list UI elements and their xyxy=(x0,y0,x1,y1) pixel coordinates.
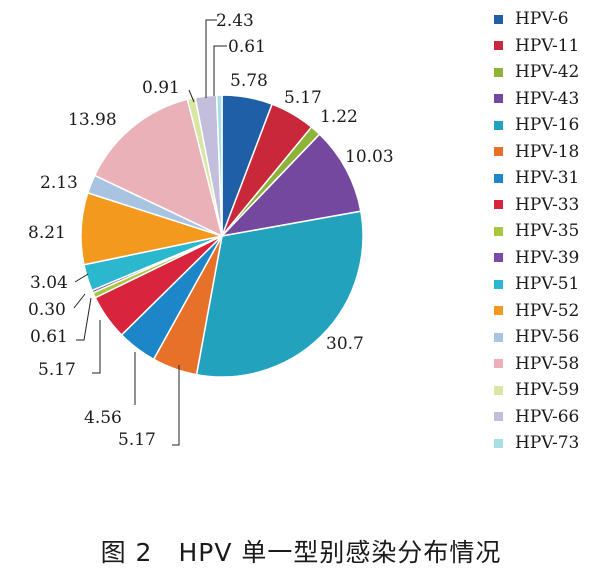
data-label-hpv-11: 5.17 xyxy=(284,88,322,108)
legend-label: HPV-51 xyxy=(515,274,580,295)
data-label-hpv-66: 2.43 xyxy=(216,11,254,31)
data-label-hpv-18: 5.17 xyxy=(118,430,156,450)
legend-item-hpv-66: HPV-66 xyxy=(494,404,602,431)
data-label-hpv-16: 30.7 xyxy=(326,334,364,354)
legend-item-hpv-11: HPV-11 xyxy=(494,33,602,60)
legend-label: HPV-56 xyxy=(515,327,580,348)
legend-item-hpv-56: HPV-56 xyxy=(494,324,602,351)
legend-label: HPV-35 xyxy=(515,221,580,242)
legend-label: HPV-39 xyxy=(515,247,580,268)
legend-item-hpv-6: HPV-6 xyxy=(494,6,602,33)
legend-label: HPV-66 xyxy=(515,406,580,427)
pie-slice-hpv-16 xyxy=(195,210,364,378)
leader-line-hpv-66 xyxy=(205,19,217,98)
legend-item-hpv-59: HPV-59 xyxy=(494,377,602,404)
legend-swatch xyxy=(494,359,503,369)
data-label-hpv-56: 2.13 xyxy=(40,173,78,193)
data-label-hpv-31: 4.56 xyxy=(84,408,122,428)
legend-label: HPV-11 xyxy=(515,35,580,56)
data-label-hpv-59: 0.91 xyxy=(142,78,180,98)
legend-swatch xyxy=(494,147,503,157)
pie-slice-hpv-58 xyxy=(93,98,224,238)
pie-slice-hpv-73 xyxy=(215,94,223,237)
legend-swatch xyxy=(494,41,503,51)
legend-item-hpv-52: HPV-52 xyxy=(494,298,602,325)
figure-caption: 图 2 HPV 单一型别感染分布情况 xyxy=(100,538,502,567)
legend-item-hpv-31: HPV-31 xyxy=(494,165,602,192)
leader-line-hpv-39 xyxy=(73,293,86,309)
legend-swatch xyxy=(494,94,503,104)
legend-label: HPV-43 xyxy=(515,88,580,109)
data-label-hpv-58: 13.98 xyxy=(68,110,117,130)
leader-line-hpv-73 xyxy=(213,45,227,96)
legend-swatch xyxy=(494,306,503,316)
legend-swatch xyxy=(494,173,503,183)
data-label-hpv-35: 0.61 xyxy=(30,327,68,347)
legend-item-hpv-58: HPV-58 xyxy=(494,351,602,378)
legend-swatch xyxy=(494,412,503,422)
legend-item-hpv-43: HPV-43 xyxy=(494,86,602,113)
chart-legend: HPV-6 HPV-11 HPV-42 HPV-43 HPV-16 HPV-18 HPV-3… xyxy=(494,6,602,457)
leader-line-hpv-33 xyxy=(92,320,101,374)
pie-chart: 5.785.171.2210.0330.75.174.565.170.610.3… xyxy=(28,11,394,450)
legend-swatch xyxy=(494,200,503,210)
data-label-hpv-52: 8.21 xyxy=(28,223,66,243)
legend-swatch xyxy=(494,226,503,236)
legend-label: HPV-42 xyxy=(515,62,580,83)
legend-item-hpv-16: HPV-16 xyxy=(494,112,602,139)
legend-item-hpv-18: HPV-18 xyxy=(494,139,602,166)
legend-label: HPV-31 xyxy=(515,168,580,189)
legend-swatch xyxy=(494,332,503,342)
leader-line-hpv-18 xyxy=(172,365,180,446)
data-label-hpv-43: 10.03 xyxy=(345,147,394,167)
legend-swatch xyxy=(494,14,503,24)
pie-slice-hpv-43 xyxy=(219,133,362,238)
legend-swatch xyxy=(494,279,503,289)
legend-label: HPV-16 xyxy=(515,115,580,136)
legend-item-hpv-42: HPV-42 xyxy=(494,59,602,86)
legend-label: HPV-33 xyxy=(515,194,580,215)
legend-item-hpv-73: HPV-73 xyxy=(494,430,602,457)
legend-swatch xyxy=(494,120,503,130)
data-label-hpv-6: 5.78 xyxy=(230,71,268,91)
leader-line-hpv-59 xyxy=(188,89,195,103)
legend-item-hpv-33: HPV-33 xyxy=(494,192,602,219)
legend-label: HPV-6 xyxy=(515,9,569,30)
legend-item-hpv-51: HPV-51 xyxy=(494,271,602,298)
legend-swatch xyxy=(494,253,503,263)
legend-item-hpv-35: HPV-35 xyxy=(494,218,602,245)
leader-line-hpv-51 xyxy=(74,273,89,283)
legend-label: HPV-52 xyxy=(515,300,580,321)
legend-label: HPV-18 xyxy=(515,141,580,162)
data-label-hpv-42: 1.22 xyxy=(320,107,358,127)
legend-swatch xyxy=(494,438,503,448)
legend-label: HPV-59 xyxy=(515,380,580,401)
data-label-hpv-33: 5.17 xyxy=(38,360,76,380)
legend-swatch xyxy=(494,67,503,77)
legend-label: HPV-58 xyxy=(515,353,580,374)
data-label-hpv-39: 0.30 xyxy=(28,300,66,320)
legend-swatch xyxy=(494,385,503,395)
legend-label: HPV-73 xyxy=(515,433,580,454)
leader-line-hpv-35 xyxy=(76,297,92,341)
data-label-hpv-73: 0.61 xyxy=(228,37,266,57)
legend-item-hpv-39: HPV-39 xyxy=(494,245,602,272)
data-label-hpv-51: 3.04 xyxy=(30,273,68,293)
